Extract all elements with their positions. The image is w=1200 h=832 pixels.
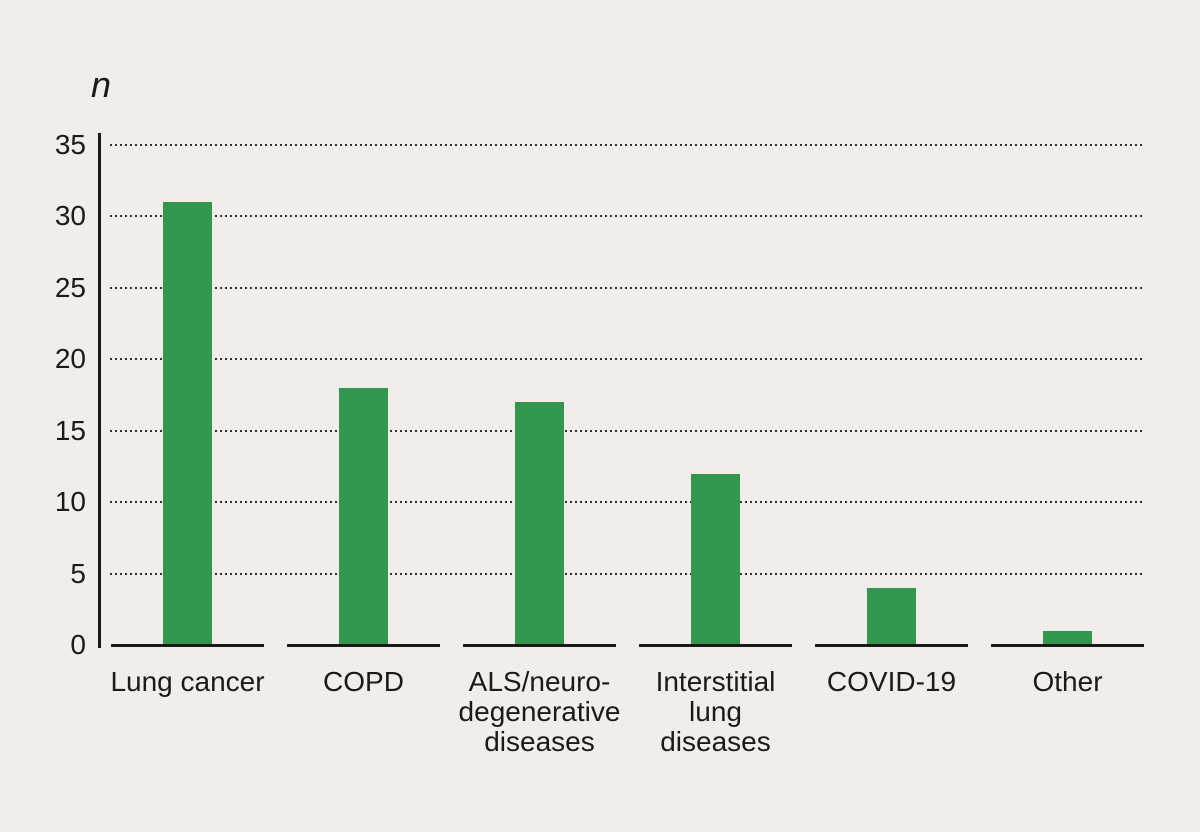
x-axis-segment-interstitial: [639, 643, 792, 647]
y-axis-line: [98, 133, 101, 648]
gridline-20: [110, 358, 1144, 361]
y-tick-label-5: 5: [70, 557, 86, 589]
gridline-25: [110, 286, 1144, 289]
y-tick-label-0: 0: [70, 629, 86, 660]
y-tick-label-10: 10: [54, 486, 86, 518]
x-tick-label-copd: COPD: [323, 666, 404, 697]
bar-copd: [339, 387, 388, 645]
y-tick-label-25: 25: [54, 271, 86, 303]
x-tick-label-covid-19: COVID-19: [826, 666, 957, 697]
bar-lung-cancer: [163, 202, 212, 645]
x-axis-segment-other: [991, 643, 1144, 647]
x-axis-segment-covid-19: [815, 643, 968, 647]
x-axis-segment-als-neuro: [463, 643, 616, 647]
y-tick-label-20: 20: [54, 343, 86, 375]
x-tick-label-other: Other: [1032, 666, 1103, 697]
gridline-10: [110, 501, 1144, 504]
x-tick-label-als-neuro: ALS/neuro- degenerative diseases: [458, 666, 621, 757]
bar-als-neuro: [515, 402, 564, 645]
x-axis-segment-lung-cancer: [111, 643, 264, 647]
gridline-30: [110, 215, 1144, 218]
x-tick-label-interstitial: Interstitial lung diseases: [655, 666, 776, 757]
gridline-5: [110, 572, 1144, 575]
x-tick-label-lung-cancer: Lung cancer: [110, 666, 265, 697]
bar-interstitial: [691, 473, 740, 645]
gridline-35: [110, 144, 1144, 146]
bar-covid-19: [867, 587, 916, 645]
y-tick-label-15: 15: [54, 414, 86, 446]
gridline-15: [110, 429, 1144, 432]
y-axis-title: n: [91, 64, 112, 105]
x-axis-segment-copd: [287, 643, 440, 647]
y-tick-label-30: 30: [54, 200, 86, 232]
y-tick-label-35: 35: [54, 129, 86, 160]
bar-other: [1043, 630, 1092, 645]
